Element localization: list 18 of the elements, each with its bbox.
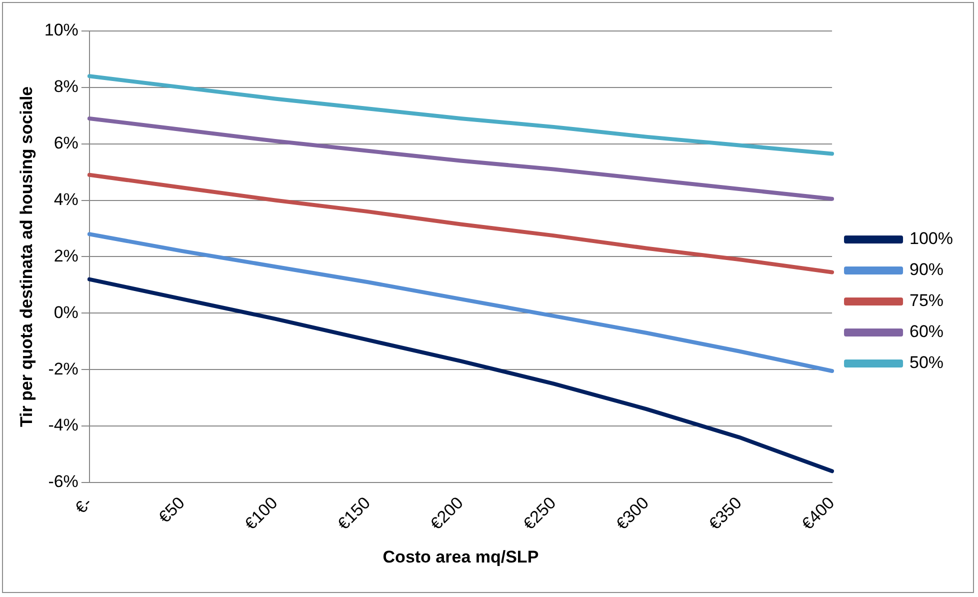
y-tick-label: 10% <box>44 20 78 40</box>
y-tick-label: -6% <box>48 472 78 492</box>
y-tick-label: 0% <box>54 302 78 322</box>
x-tick-label: €50 <box>154 493 188 527</box>
y-tick-label: 6% <box>54 134 78 153</box>
legend-label: 100% <box>910 229 954 248</box>
y-tick-label: 2% <box>54 246 78 266</box>
legend-label: 50% <box>910 353 944 372</box>
y-axis-title: Tir per quota destinata ad housing sociale <box>16 86 36 428</box>
legend-label: 60% <box>910 322 944 342</box>
y-tick-label: -4% <box>48 416 78 435</box>
x-axis-title: Costo area mq/SLP <box>382 547 539 566</box>
y-tick-label: 8% <box>54 77 78 96</box>
x-tick-label: €- <box>71 493 96 518</box>
y-tick-label: 4% <box>54 190 78 209</box>
legend-label: 90% <box>910 260 944 280</box>
legend-label: 75% <box>910 291 944 310</box>
y-tick-label: -2% <box>48 359 78 378</box>
